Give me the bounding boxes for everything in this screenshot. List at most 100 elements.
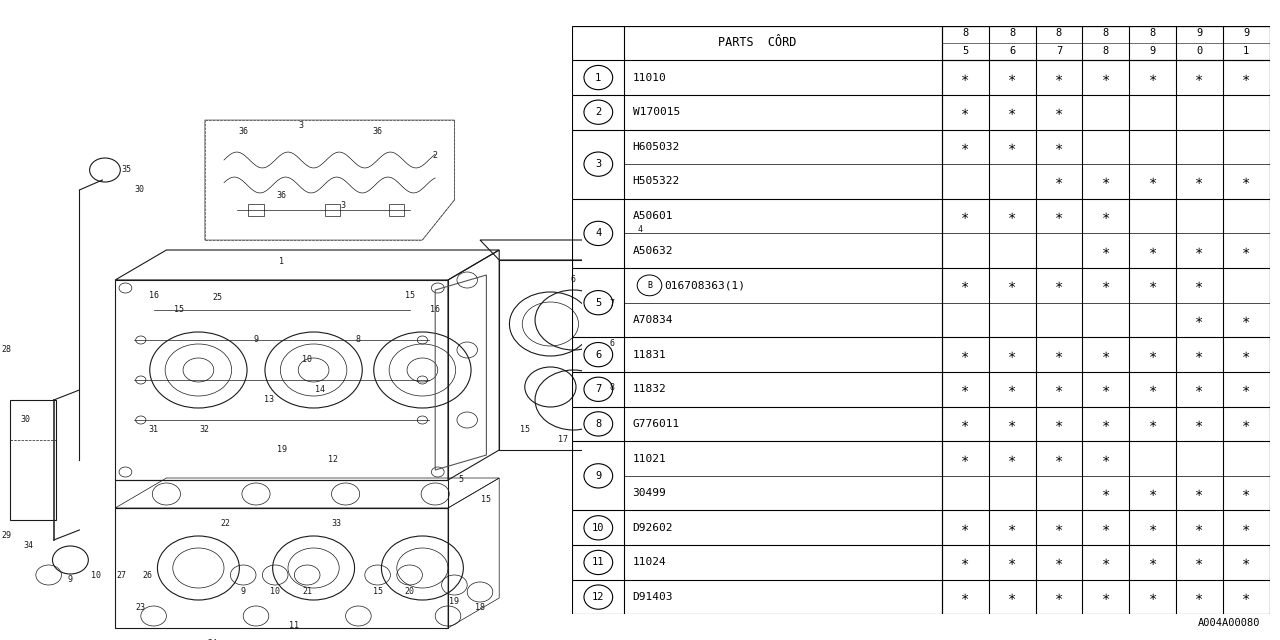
Text: 28: 28 [1, 346, 12, 355]
Text: 11831: 11831 [632, 349, 667, 360]
Text: 8: 8 [1102, 45, 1108, 56]
Text: ∗: ∗ [1102, 382, 1110, 396]
Text: ∗: ∗ [1102, 452, 1110, 465]
Text: 29: 29 [1, 531, 12, 540]
Text: ∗: ∗ [1242, 70, 1251, 84]
Text: ∗: ∗ [961, 521, 969, 535]
Text: ∗: ∗ [1055, 140, 1064, 154]
Text: ∗: ∗ [1148, 556, 1157, 570]
Text: ∗: ∗ [1055, 278, 1064, 292]
Text: 36: 36 [276, 191, 287, 200]
Text: A004A00080: A004A00080 [1198, 618, 1261, 628]
Text: ∗: ∗ [1196, 348, 1203, 362]
Text: ∗: ∗ [1196, 486, 1203, 500]
Text: ∗: ∗ [1148, 175, 1157, 188]
Text: 10: 10 [270, 586, 280, 595]
Text: 20: 20 [404, 586, 415, 595]
Text: 17: 17 [558, 435, 568, 445]
Text: 11: 11 [289, 621, 300, 630]
Text: ∗: ∗ [1055, 348, 1064, 362]
Text: ∗: ∗ [1007, 70, 1016, 84]
Text: ∗: ∗ [961, 590, 969, 604]
Text: D91403: D91403 [632, 592, 673, 602]
Text: 31: 31 [148, 426, 159, 435]
Text: 9: 9 [68, 575, 73, 584]
Text: ∗: ∗ [1196, 313, 1203, 327]
Text: 23: 23 [136, 604, 146, 612]
Text: ∗: ∗ [1242, 313, 1251, 327]
Text: ∗: ∗ [1007, 556, 1016, 570]
Text: 2: 2 [433, 150, 438, 159]
Text: 30499: 30499 [632, 488, 667, 498]
Text: ∗: ∗ [1102, 590, 1110, 604]
Text: ∗: ∗ [1196, 382, 1203, 396]
Text: 6: 6 [1009, 45, 1015, 56]
Text: 9: 9 [241, 586, 246, 595]
Bar [325, 204, 340, 216]
Text: 6: 6 [595, 349, 602, 360]
Text: 9: 9 [253, 335, 259, 344]
Text: 36: 36 [238, 127, 248, 136]
Text: ∗: ∗ [1148, 348, 1157, 362]
Text: 6: 6 [571, 275, 576, 285]
Text: ∗: ∗ [1055, 556, 1064, 570]
Text: 12: 12 [593, 592, 604, 602]
Text: 9: 9 [1149, 45, 1156, 56]
Text: ∗: ∗ [1148, 590, 1157, 604]
Bar [10, 400, 56, 520]
Text: 8: 8 [1102, 28, 1108, 38]
Text: 30: 30 [134, 186, 145, 195]
Text: 9: 9 [1243, 28, 1249, 38]
Text: ∗: ∗ [1055, 209, 1064, 223]
Text: 3: 3 [340, 200, 346, 209]
Text: 3: 3 [595, 159, 602, 169]
Text: 2: 2 [595, 107, 602, 117]
Text: ∗: ∗ [1007, 452, 1016, 465]
Text: 1: 1 [1243, 45, 1249, 56]
Text: ∗: ∗ [1196, 556, 1203, 570]
Text: 21: 21 [302, 586, 312, 595]
Text: 25: 25 [212, 294, 223, 303]
Text: ∗: ∗ [1242, 486, 1251, 500]
Text: ∗: ∗ [1242, 417, 1251, 431]
Text: 7: 7 [595, 384, 602, 394]
Text: H505322: H505322 [632, 177, 680, 186]
Text: 16: 16 [430, 305, 440, 314]
Text: 11021: 11021 [632, 454, 667, 463]
Text: ∗: ∗ [1055, 452, 1064, 465]
Text: ∗: ∗ [1055, 70, 1064, 84]
Text: ∗: ∗ [1148, 486, 1157, 500]
Text: ∗: ∗ [961, 382, 969, 396]
Text: ∗: ∗ [1007, 278, 1016, 292]
Text: ∗: ∗ [1055, 175, 1064, 188]
Text: 11024: 11024 [632, 557, 667, 568]
Text: 15: 15 [520, 426, 530, 435]
Text: 9: 9 [595, 471, 602, 481]
Text: 8: 8 [1056, 28, 1062, 38]
Text: 7: 7 [1056, 45, 1062, 56]
Text: ∗: ∗ [961, 278, 969, 292]
Text: 33: 33 [332, 518, 342, 527]
Text: 9: 9 [1197, 28, 1203, 38]
Text: ∗: ∗ [1102, 486, 1110, 500]
Text: ∗: ∗ [1007, 209, 1016, 223]
Text: 4: 4 [595, 228, 602, 239]
Text: 19: 19 [449, 596, 460, 605]
Text: ∗: ∗ [1242, 382, 1251, 396]
Text: 34: 34 [23, 541, 33, 550]
Text: 35: 35 [122, 166, 132, 175]
Text: ∗: ∗ [961, 348, 969, 362]
Text: 12: 12 [328, 456, 338, 465]
Text: 14: 14 [315, 385, 325, 394]
Text: 15: 15 [372, 586, 383, 595]
Text: 1: 1 [279, 257, 284, 266]
Text: ∗: ∗ [1007, 590, 1016, 604]
Text: ∗: ∗ [1196, 521, 1203, 535]
Text: ∗: ∗ [1055, 417, 1064, 431]
Text: ∗: ∗ [1102, 244, 1110, 258]
Text: ∗: ∗ [961, 452, 969, 465]
Text: ∗: ∗ [1242, 556, 1251, 570]
Text: 8: 8 [963, 28, 969, 38]
Text: 5: 5 [595, 298, 602, 308]
Text: 8: 8 [1009, 28, 1015, 38]
